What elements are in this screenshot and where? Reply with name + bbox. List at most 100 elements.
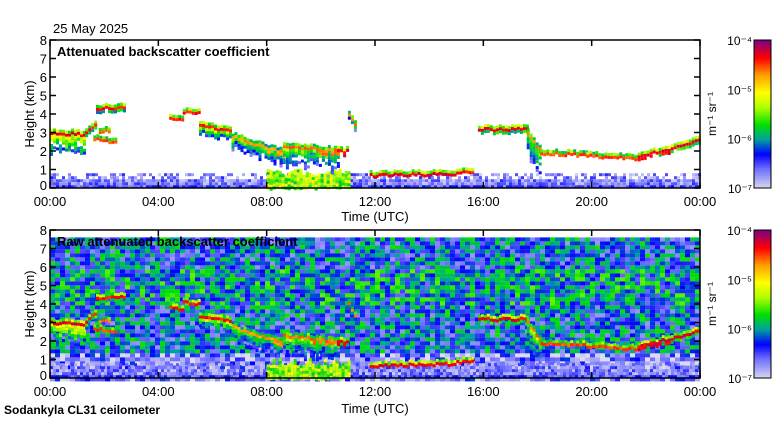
backscatter-cell xyxy=(454,174,457,177)
backscatter-cell xyxy=(420,257,425,261)
backscatter-cell xyxy=(107,179,110,182)
backscatter-cell xyxy=(641,173,644,176)
backscatter-cell xyxy=(340,313,345,317)
backscatter-cell xyxy=(536,169,539,172)
backscatter-cell xyxy=(135,265,140,269)
backscatter-cell xyxy=(130,337,135,341)
backscatter-cell xyxy=(220,257,225,261)
backscatter-cell xyxy=(313,156,316,159)
backscatter-cell xyxy=(240,273,245,277)
backscatter-cell xyxy=(115,269,120,273)
backscatter-cell xyxy=(65,137,68,140)
backscatter-cell xyxy=(215,345,220,349)
backscatter-cell xyxy=(360,305,365,309)
backscatter-cell xyxy=(225,353,230,357)
backscatter-cell xyxy=(330,293,335,297)
backscatter-cell xyxy=(200,297,205,301)
backscatter-cell xyxy=(155,257,160,261)
backscatter-cell xyxy=(319,164,322,167)
backscatter-cell xyxy=(479,176,482,179)
backscatter-cell xyxy=(530,173,533,176)
backscatter-cell xyxy=(235,269,240,273)
backscatter-cell xyxy=(200,281,205,285)
backscatter-cell xyxy=(631,154,634,157)
backscatter-cell xyxy=(120,329,125,333)
backscatter-cell xyxy=(260,301,265,305)
backscatter-cell xyxy=(270,265,275,269)
backscatter-cell xyxy=(301,151,304,154)
backscatter-cell xyxy=(330,321,335,325)
backscatter-cell xyxy=(420,253,425,257)
backscatter-cell xyxy=(671,182,674,185)
backscatter-cell xyxy=(250,305,255,309)
backscatter-cell xyxy=(452,179,455,182)
backscatter-cell xyxy=(90,337,95,341)
backscatter-cell xyxy=(270,325,275,329)
backscatter-cell xyxy=(185,173,188,176)
backscatter-cell xyxy=(527,135,530,138)
backscatter-cell xyxy=(230,353,235,357)
backscatter-cell xyxy=(185,333,190,337)
backscatter-cell xyxy=(140,301,145,305)
backscatter-cell xyxy=(435,345,440,349)
backscatter-cell xyxy=(200,305,205,309)
backscatter-cell xyxy=(140,321,145,325)
backscatter-cell xyxy=(68,131,71,134)
backscatter-cell xyxy=(170,261,175,265)
backscatter-cell xyxy=(68,143,71,146)
backscatter-cell xyxy=(450,265,455,269)
backscatter-cell xyxy=(629,173,632,176)
backscatter-cell xyxy=(200,277,205,281)
backscatter-cell xyxy=(175,293,180,297)
backscatter-cell xyxy=(420,261,425,265)
backscatter-cell xyxy=(60,309,65,313)
backscatter-cell xyxy=(240,345,245,349)
backscatter-cell xyxy=(460,245,465,249)
backscatter-cell xyxy=(509,176,512,179)
backscatter-cell xyxy=(653,179,656,182)
backscatter-cell xyxy=(316,160,319,163)
backscatter-cell xyxy=(405,257,410,261)
backscatter-cell xyxy=(586,155,589,158)
backscatter-cell xyxy=(96,108,99,111)
backscatter-cell xyxy=(435,313,440,317)
backscatter-cell xyxy=(385,305,390,309)
backscatter-cell xyxy=(312,180,315,183)
backscatter-cell xyxy=(491,182,494,185)
backscatter-cell xyxy=(110,333,115,337)
backscatter-cell xyxy=(494,182,497,185)
backscatter-cell xyxy=(360,297,365,301)
backscatter-cell xyxy=(60,265,65,269)
backscatter-cell xyxy=(614,173,617,176)
backscatter-cell xyxy=(460,261,465,265)
backscatter-cell xyxy=(692,179,695,182)
backscatter-cell xyxy=(140,345,145,349)
backscatter-cell xyxy=(95,353,100,357)
backscatter-cell xyxy=(200,249,205,253)
backscatter-cell xyxy=(475,241,480,245)
backscatter-cell xyxy=(150,325,155,329)
backscatter-cell xyxy=(295,265,300,269)
backscatter-cell xyxy=(460,349,465,353)
backscatter-cell xyxy=(130,301,135,305)
backscatter-cell xyxy=(533,149,536,152)
backscatter-cell xyxy=(240,289,245,293)
backscatter-cell xyxy=(536,148,539,151)
backscatter-cell xyxy=(65,249,70,253)
backscatter-cell xyxy=(647,154,650,157)
backscatter-cell xyxy=(65,305,70,309)
backscatter-cell xyxy=(315,317,320,321)
backscatter-cell xyxy=(340,349,345,353)
backscatter-cell xyxy=(460,321,465,325)
backscatter-cell xyxy=(85,257,90,261)
backscatter-cell xyxy=(536,151,539,154)
backscatter-cell xyxy=(205,277,210,281)
backscatter-cell xyxy=(465,281,470,285)
backscatter-cell xyxy=(375,293,380,297)
backscatter-cell xyxy=(295,309,300,313)
backscatter-cell xyxy=(677,176,680,179)
backscatter-cell xyxy=(315,241,320,245)
backscatter-cell xyxy=(195,349,200,353)
backscatter-cell xyxy=(130,341,135,345)
backscatter-cell xyxy=(56,139,59,142)
